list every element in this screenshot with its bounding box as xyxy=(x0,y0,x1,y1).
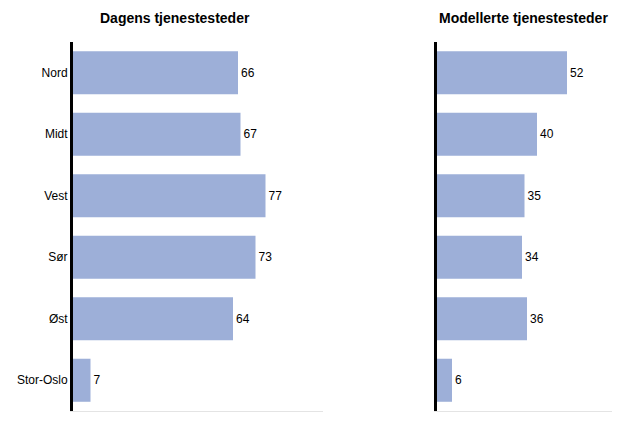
svg-text:35: 35 xyxy=(528,189,542,203)
svg-text:36: 36 xyxy=(530,312,544,326)
svg-text:34: 34 xyxy=(525,250,539,264)
svg-text:Sør: Sør xyxy=(48,250,67,264)
svg-text:7: 7 xyxy=(94,373,101,387)
svg-text:64: 64 xyxy=(236,312,250,326)
svg-text:77: 77 xyxy=(269,189,283,203)
svg-text:73: 73 xyxy=(259,250,273,264)
svg-text:Nord: Nord xyxy=(42,66,68,80)
svg-text:Vest: Vest xyxy=(44,189,68,203)
svg-text:Øst: Øst xyxy=(49,312,68,326)
svg-text:Modellerte tjenestesteder: Modellerte tjenestesteder xyxy=(439,10,608,26)
svg-text:6: 6 xyxy=(455,373,462,387)
svg-text:Stor-Oslo: Stor-Oslo xyxy=(17,373,68,387)
svg-text:Midt: Midt xyxy=(45,127,68,141)
svg-text:67: 67 xyxy=(244,127,258,141)
svg-text:66: 66 xyxy=(241,66,255,80)
svg-text:52: 52 xyxy=(570,66,584,80)
svg-text:40: 40 xyxy=(540,127,554,141)
svg-text:Dagens tjenestesteder: Dagens tjenestesteder xyxy=(100,10,250,26)
